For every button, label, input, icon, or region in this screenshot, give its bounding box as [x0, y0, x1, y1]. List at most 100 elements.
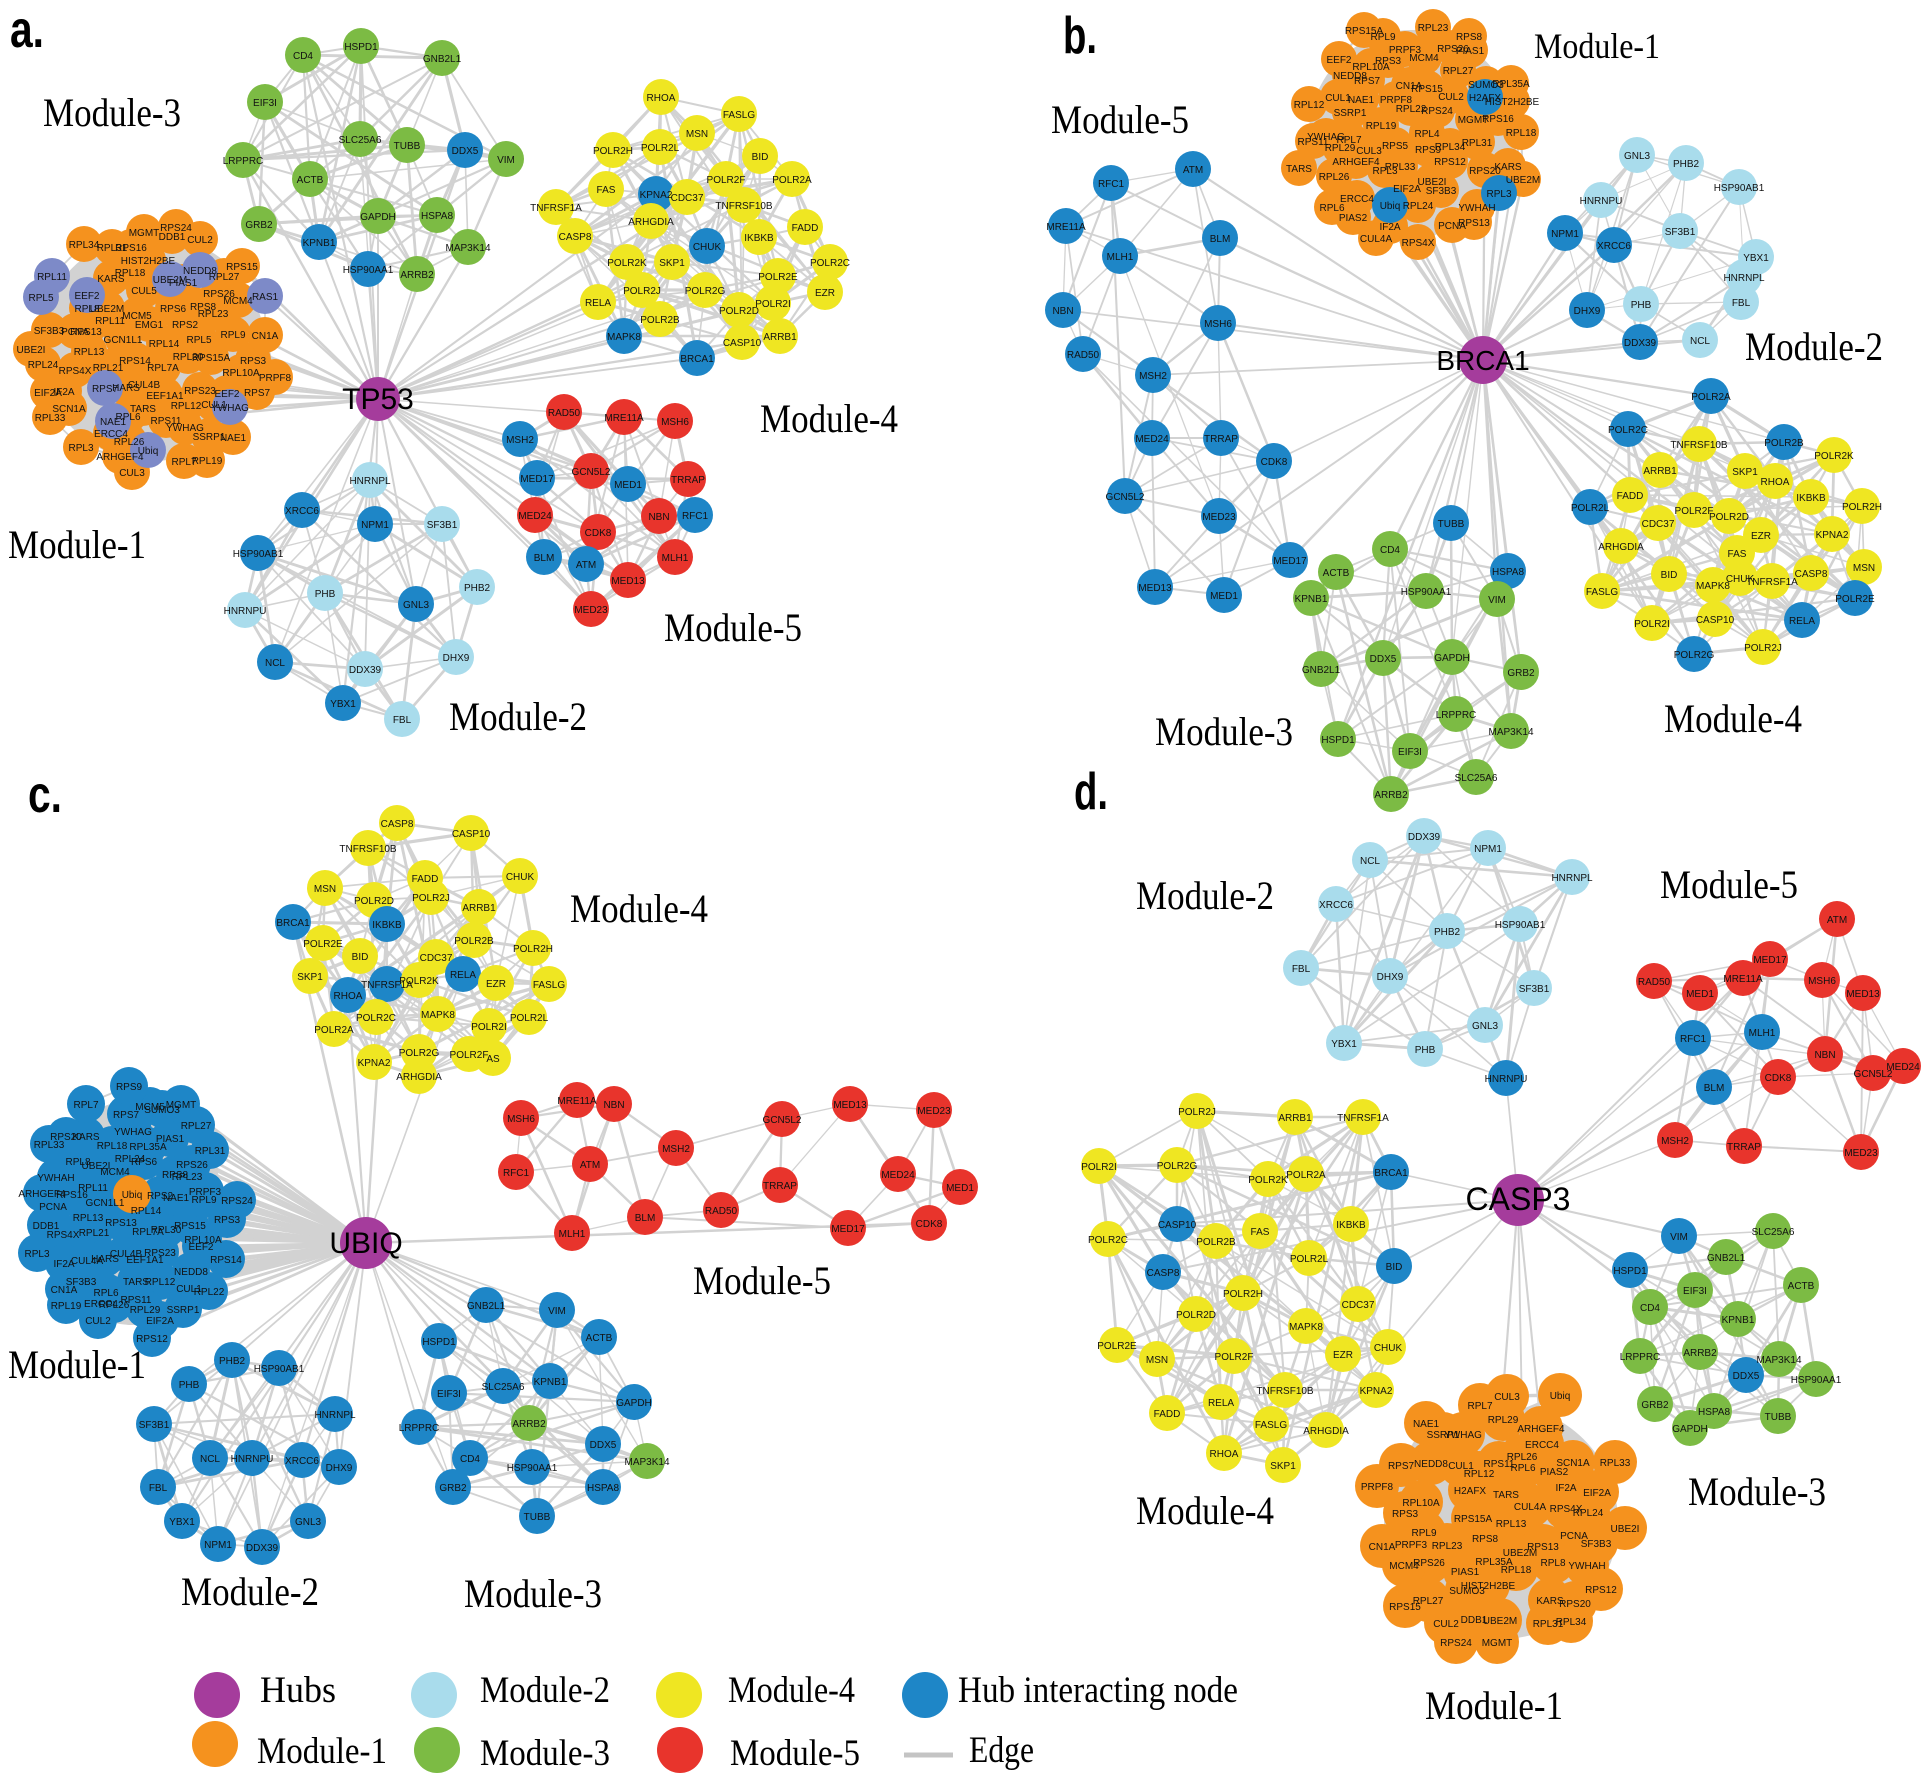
svg-text:MED24: MED24: [881, 1170, 915, 1181]
svg-text:NEDD8: NEDD8: [1414, 1459, 1448, 1470]
svg-text:YWHAG: YWHAG: [114, 1127, 152, 1138]
svg-text:POLR2K: POLR2K: [399, 976, 439, 987]
svg-text:POLR2C: POLR2C: [356, 1013, 396, 1024]
svg-text:RPL7: RPL7: [1467, 1401, 1492, 1412]
svg-text:MAP3K14: MAP3K14: [1488, 727, 1533, 738]
svg-text:Module-4: Module-4: [1664, 696, 1802, 741]
svg-text:UBE2M: UBE2M: [153, 275, 187, 286]
svg-text:RPS9: RPS9: [1415, 145, 1442, 156]
svg-text:GNB2L1: GNB2L1: [467, 1301, 506, 1312]
svg-text:NCL: NCL: [1690, 336, 1710, 347]
svg-text:SCN1A: SCN1A: [1556, 1458, 1590, 1469]
svg-text:HSPD1: HSPD1: [1321, 735, 1355, 746]
svg-text:RPS8: RPS8: [1472, 1534, 1499, 1545]
svg-text:RPL10A: RPL10A: [1402, 1498, 1440, 1509]
svg-text:EEF2: EEF2: [188, 1242, 213, 1253]
svg-text:ATM: ATM: [576, 560, 596, 571]
svg-text:GAPDH: GAPDH: [616, 1398, 652, 1409]
svg-text:TRRAP: TRRAP: [1727, 1142, 1761, 1153]
svg-text:CASP3: CASP3: [1466, 1181, 1571, 1217]
svg-text:CUL2: CUL2: [1433, 1619, 1459, 1630]
svg-text:RPL5: RPL5: [28, 293, 53, 304]
svg-text:Module-3: Module-3: [464, 1571, 602, 1616]
svg-text:RPS13: RPS13: [1458, 218, 1490, 229]
svg-text:HIST2H2BE: HIST2H2BE: [121, 256, 176, 267]
svg-text:ARRB1: ARRB1: [763, 332, 797, 343]
svg-text:HSP90AA1: HSP90AA1: [507, 1463, 558, 1474]
svg-text:RPS11: RPS11: [1484, 1459, 1515, 1470]
svg-text:RPL27: RPL27: [209, 272, 240, 283]
svg-text:MRE11A: MRE11A: [1046, 222, 1086, 233]
svg-text:RPL35A: RPL35A: [1475, 1557, 1513, 1568]
svg-text:RPL23: RPL23: [1418, 23, 1449, 34]
svg-text:RPS13: RPS13: [1527, 1542, 1559, 1553]
svg-text:CHUK: CHUK: [1726, 574, 1755, 585]
svg-text:GCN1L1: GCN1L1: [104, 335, 143, 346]
svg-text:CASP10: CASP10: [1158, 1220, 1197, 1231]
svg-text:HSPD1: HSPD1: [422, 1337, 456, 1348]
svg-text:CASP10: CASP10: [1696, 615, 1735, 626]
svg-text:EEF2: EEF2: [74, 291, 99, 302]
svg-text:DDB1: DDB1: [33, 1221, 60, 1232]
svg-text:GAPDH: GAPDH: [1434, 653, 1470, 664]
svg-text:TUBB: TUBB: [1438, 519, 1465, 530]
svg-text:RPL26: RPL26: [114, 437, 145, 448]
svg-text:HSP90AB1: HSP90AB1: [233, 549, 284, 560]
svg-text:Module-2: Module-2: [480, 1670, 610, 1711]
svg-text:RPS26: RPS26: [1413, 1558, 1445, 1569]
svg-text:EZR: EZR: [486, 979, 506, 990]
svg-text:RPL24: RPL24: [28, 360, 59, 371]
svg-text:CDK8: CDK8: [1261, 457, 1288, 468]
svg-text:RPL31: RPL31: [97, 243, 128, 254]
svg-text:HSP90AB1: HSP90AB1: [1714, 183, 1765, 194]
svg-text:HIST2H2BE: HIST2H2BE: [1485, 97, 1540, 108]
svg-text:PCNA: PCNA: [61, 327, 89, 338]
svg-text:IF2A: IF2A: [1555, 1483, 1576, 1494]
svg-text:PHB2: PHB2: [1673, 159, 1700, 170]
svg-text:RPL6: RPL6: [93, 1288, 118, 1299]
svg-text:MLH1: MLH1: [559, 1229, 586, 1240]
svg-text:SKP1: SKP1: [297, 972, 323, 983]
svg-text:RPL18: RPL18: [97, 1141, 128, 1152]
svg-text:HSP90AA1: HSP90AA1: [343, 265, 394, 276]
svg-text:PCNA: PCNA: [39, 1202, 67, 1213]
svg-text:RPL19: RPL19: [192, 456, 223, 467]
svg-text:RPS3: RPS3: [1375, 56, 1402, 67]
svg-text:SSRP1: SSRP1: [1334, 108, 1367, 119]
svg-text:KARS: KARS: [1494, 162, 1522, 173]
svg-text:FASLG: FASLG: [1586, 587, 1618, 598]
svg-text:MGMT: MGMT: [1482, 1638, 1513, 1649]
svg-text:MED13: MED13: [1138, 583, 1172, 594]
svg-text:NPM1: NPM1: [204, 1540, 232, 1551]
svg-text:Ubiq: Ubiq: [122, 1190, 143, 1201]
svg-text:CASP8: CASP8: [1147, 1268, 1180, 1279]
svg-text:RPL10A: RPL10A: [184, 1235, 222, 1246]
svg-text:CN1A: CN1A: [51, 1285, 78, 1296]
svg-text:SF3B1: SF3B1: [1519, 984, 1550, 995]
svg-text:ARHGDIA: ARHGDIA: [396, 1072, 442, 1083]
svg-text:RPL27: RPL27: [1443, 66, 1474, 77]
svg-text:MED13: MED13: [833, 1100, 867, 1111]
svg-text:YBX1: YBX1: [1743, 253, 1769, 264]
svg-text:ARHGDIA: ARHGDIA: [1303, 1426, 1349, 1437]
svg-text:RPL14: RPL14: [149, 339, 180, 350]
svg-text:UBE2I: UBE2I: [1611, 1524, 1640, 1535]
svg-text:RPL7: RPL7: [73, 1100, 98, 1111]
svg-text:Module-1: Module-1: [1425, 1683, 1563, 1728]
svg-text:FBL: FBL: [149, 1483, 168, 1494]
svg-text:MSH6: MSH6: [507, 1114, 535, 1125]
svg-text:RPS24: RPS24: [1421, 106, 1453, 117]
svg-text:RPS9: RPS9: [116, 1082, 143, 1093]
svg-text:Module-2: Module-2: [449, 694, 587, 739]
svg-text:MED23: MED23: [1202, 512, 1236, 523]
svg-text:RPL34: RPL34: [69, 240, 100, 251]
svg-text:POLR2A: POLR2A: [314, 1025, 354, 1036]
svg-text:MLH1: MLH1: [662, 553, 689, 564]
svg-text:Module-1: Module-1: [8, 1342, 146, 1387]
svg-text:SF3B3: SF3B3: [1581, 1539, 1612, 1550]
svg-text:LRPPRC: LRPPRC: [399, 1423, 440, 1434]
svg-text:HSP90AB1: HSP90AB1: [254, 1364, 305, 1375]
svg-text:CUL4A: CUL4A: [71, 1256, 104, 1267]
svg-text:POLR2G: POLR2G: [1157, 1161, 1198, 1172]
svg-text:SUMO3: SUMO3: [1449, 1586, 1485, 1597]
